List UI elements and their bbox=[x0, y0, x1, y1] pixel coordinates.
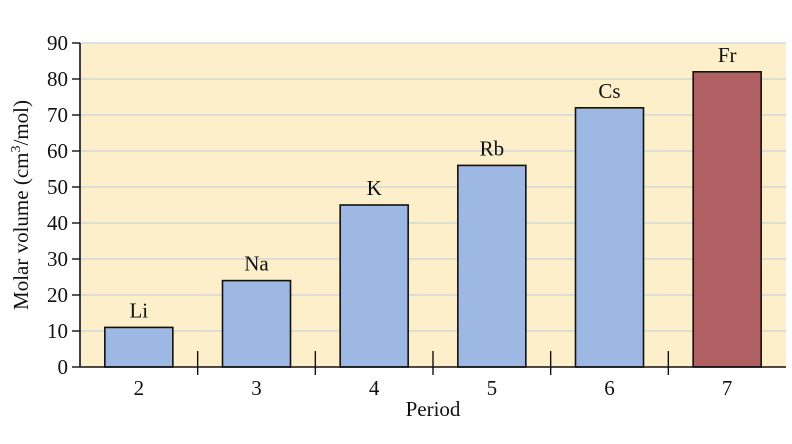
y-tick-label: 60 bbox=[47, 139, 68, 163]
bar-label-fr: Fr bbox=[718, 43, 737, 67]
y-axis-title-main: Molar volume (cm bbox=[9, 153, 33, 310]
y-tick-labels: 0 10 20 30 40 50 60 70 80 90 bbox=[47, 31, 68, 379]
y-axis-title-superscript: 3 bbox=[9, 146, 24, 153]
bar-labels: Li Na K Rb Cs Fr bbox=[129, 43, 736, 323]
bar-label-na: Na bbox=[244, 252, 269, 276]
bar-cs bbox=[574, 107, 645, 368]
bar-li bbox=[104, 326, 174, 368]
bar-label-li: Li bbox=[129, 298, 148, 322]
x-tick-label: 4 bbox=[369, 376, 380, 400]
y-tick-label: 20 bbox=[47, 283, 68, 307]
bars bbox=[104, 71, 762, 368]
bar-label-cs: Cs bbox=[598, 79, 620, 103]
y-tick-label: 0 bbox=[58, 355, 69, 379]
bar-rb bbox=[457, 164, 527, 368]
y-tick-label: 30 bbox=[47, 247, 68, 271]
x-tick-labels: 2 3 4 5 6 7 bbox=[134, 376, 733, 400]
bar-label-rb: Rb bbox=[480, 136, 505, 160]
y-axis-title: Molar volume (cm3/mol) bbox=[9, 100, 33, 310]
x-tick-label: 6 bbox=[604, 376, 615, 400]
gridlines bbox=[80, 42, 786, 332]
y-tick-label: 70 bbox=[47, 103, 68, 127]
bar-na bbox=[221, 279, 292, 368]
y-tick-label: 90 bbox=[47, 31, 68, 55]
y-tick-label: 80 bbox=[47, 67, 68, 91]
bar-label-k: K bbox=[367, 176, 382, 200]
y-tick-label: 50 bbox=[47, 175, 68, 199]
y-axis-title-tail: /mol) bbox=[9, 100, 33, 146]
x-tick-label: 5 bbox=[487, 376, 498, 400]
bar-k bbox=[339, 204, 409, 368]
y-tick-label: 40 bbox=[47, 211, 68, 235]
x-tick-label: 7 bbox=[722, 376, 733, 400]
x-axis-title: Period bbox=[406, 397, 461, 421]
bar-fr bbox=[692, 71, 762, 368]
y-tick-label: 10 bbox=[47, 319, 68, 343]
axes bbox=[72, 42, 786, 375]
x-tick-label: 2 bbox=[134, 376, 145, 400]
x-tick-label: 3 bbox=[251, 376, 262, 400]
plot-area bbox=[80, 43, 786, 367]
